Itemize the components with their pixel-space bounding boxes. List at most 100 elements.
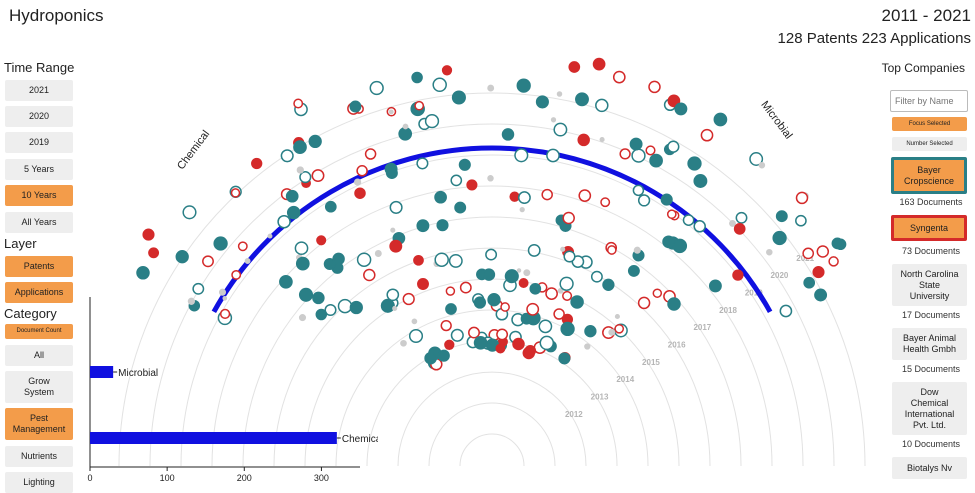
time-10-years-button[interactable]: 10 Years: [5, 185, 73, 206]
document-dot[interactable]: [440, 319, 452, 332]
document-dot[interactable]: [434, 190, 447, 204]
document-dot[interactable]: [553, 122, 568, 137]
document-dot[interactable]: [136, 266, 150, 280]
document-dot[interactable]: [802, 247, 815, 260]
document-dot[interactable]: [766, 248, 773, 256]
document-dot[interactable]: [524, 344, 537, 357]
document-dot[interactable]: [414, 100, 425, 111]
document-dot[interactable]: [660, 193, 673, 206]
document-dot[interactable]: [388, 109, 394, 115]
document-dot[interactable]: [602, 278, 615, 291]
document-dot[interactable]: [496, 328, 509, 341]
document-dot[interactable]: [222, 295, 228, 301]
document-dot[interactable]: [231, 269, 242, 280]
document-dot[interactable]: [599, 137, 605, 143]
document-dot[interactable]: [285, 189, 299, 203]
document-dot[interactable]: [187, 297, 196, 305]
document-dot[interactable]: [295, 256, 310, 271]
document-dot[interactable]: [424, 351, 437, 365]
document-dot[interactable]: [667, 140, 680, 153]
document-dot[interactable]: [308, 134, 322, 149]
document-dot[interactable]: [527, 243, 541, 257]
document-dot[interactable]: [570, 295, 584, 309]
document-dot[interactable]: [444, 339, 455, 350]
document-dot[interactable]: [213, 236, 228, 251]
document-dot[interactable]: [514, 148, 529, 163]
document-dot[interactable]: [512, 337, 525, 351]
document-dot[interactable]: [473, 296, 487, 309]
document-dot[interactable]: [411, 71, 423, 84]
document-dot[interactable]: [559, 276, 574, 291]
document-dot[interactable]: [324, 200, 337, 213]
document-dots[interactable]: [136, 57, 847, 371]
document-dot[interactable]: [562, 211, 575, 225]
document-dot[interactable]: [450, 328, 464, 342]
document-dot[interactable]: [803, 276, 816, 289]
document-dot[interactable]: [316, 235, 327, 246]
document-dot[interactable]: [402, 123, 409, 130]
document-dot[interactable]: [413, 254, 424, 266]
document-dot[interactable]: [402, 292, 415, 306]
document-dot[interactable]: [445, 286, 456, 296]
document-dot[interactable]: [501, 128, 515, 141]
document-dot[interactable]: [466, 179, 478, 191]
time-2021-button[interactable]: 2021: [5, 80, 73, 101]
document-dot[interactable]: [369, 80, 384, 96]
focus-selected-button[interactable]: Focus Selected: [892, 117, 967, 131]
document-dot[interactable]: [286, 205, 301, 220]
document-dot[interactable]: [385, 167, 398, 180]
document-dot[interactable]: [458, 158, 471, 171]
document-dot[interactable]: [411, 318, 418, 325]
document-dot[interactable]: [389, 200, 403, 214]
document-dot[interactable]: [538, 319, 553, 334]
document-dot[interactable]: [828, 256, 839, 267]
document-dot[interactable]: [230, 188, 241, 198]
document-dot[interactable]: [557, 287, 564, 294]
category-pest-management-button[interactable]: Pest Management: [5, 408, 73, 440]
company-dow-chemical[interactable]: Dow Chemical International Pvt. Ltd.: [892, 382, 967, 435]
document-dot[interactable]: [693, 174, 708, 188]
document-dot[interactable]: [700, 128, 714, 142]
document-dot[interactable]: [192, 282, 205, 295]
document-dot[interactable]: [495, 343, 506, 354]
document-dot[interactable]: [795, 214, 807, 227]
document-dot[interactable]: [251, 157, 263, 170]
document-dot[interactable]: [558, 352, 571, 365]
document-dot[interactable]: [277, 214, 291, 229]
document-dot[interactable]: [279, 274, 293, 289]
document-dot[interactable]: [713, 112, 728, 127]
document-dot[interactable]: [417, 278, 429, 290]
document-dot[interactable]: [775, 210, 788, 223]
document-dot[interactable]: [280, 149, 294, 163]
document-dot[interactable]: [637, 296, 651, 310]
document-dot[interactable]: [584, 343, 591, 350]
document-dot[interactable]: [614, 323, 625, 334]
document-dot[interactable]: [332, 252, 345, 266]
document-dot[interactable]: [315, 308, 328, 321]
category-all-button[interactable]: All: [5, 345, 73, 366]
document-dot[interactable]: [693, 220, 706, 233]
document-dot[interactable]: [645, 145, 656, 156]
document-dot[interactable]: [595, 98, 609, 113]
document-dot[interactable]: [400, 339, 407, 347]
document-dot[interactable]: [553, 308, 565, 320]
document-dot[interactable]: [398, 126, 413, 141]
document-dot[interactable]: [667, 94, 681, 108]
document-dot[interactable]: [416, 157, 429, 170]
document-dot[interactable]: [349, 300, 363, 315]
document-dot[interactable]: [445, 303, 457, 315]
document-dot[interactable]: [294, 241, 309, 256]
document-dot[interactable]: [349, 100, 362, 113]
company-biotalys[interactable]: Biotalys Nv: [892, 457, 967, 479]
document-dot[interactable]: [632, 184, 645, 197]
document-dot[interactable]: [629, 137, 643, 151]
document-dot[interactable]: [735, 211, 748, 224]
document-dot[interactable]: [562, 290, 573, 301]
document-dot[interactable]: [516, 268, 522, 273]
time-5-years-button[interactable]: 5 Years: [5, 159, 73, 180]
document-dot[interactable]: [523, 269, 531, 277]
document-dot[interactable]: [674, 102, 688, 116]
document-dot[interactable]: [729, 219, 736, 227]
document-dot[interactable]: [672, 238, 688, 254]
document-dot[interactable]: [560, 246, 566, 252]
